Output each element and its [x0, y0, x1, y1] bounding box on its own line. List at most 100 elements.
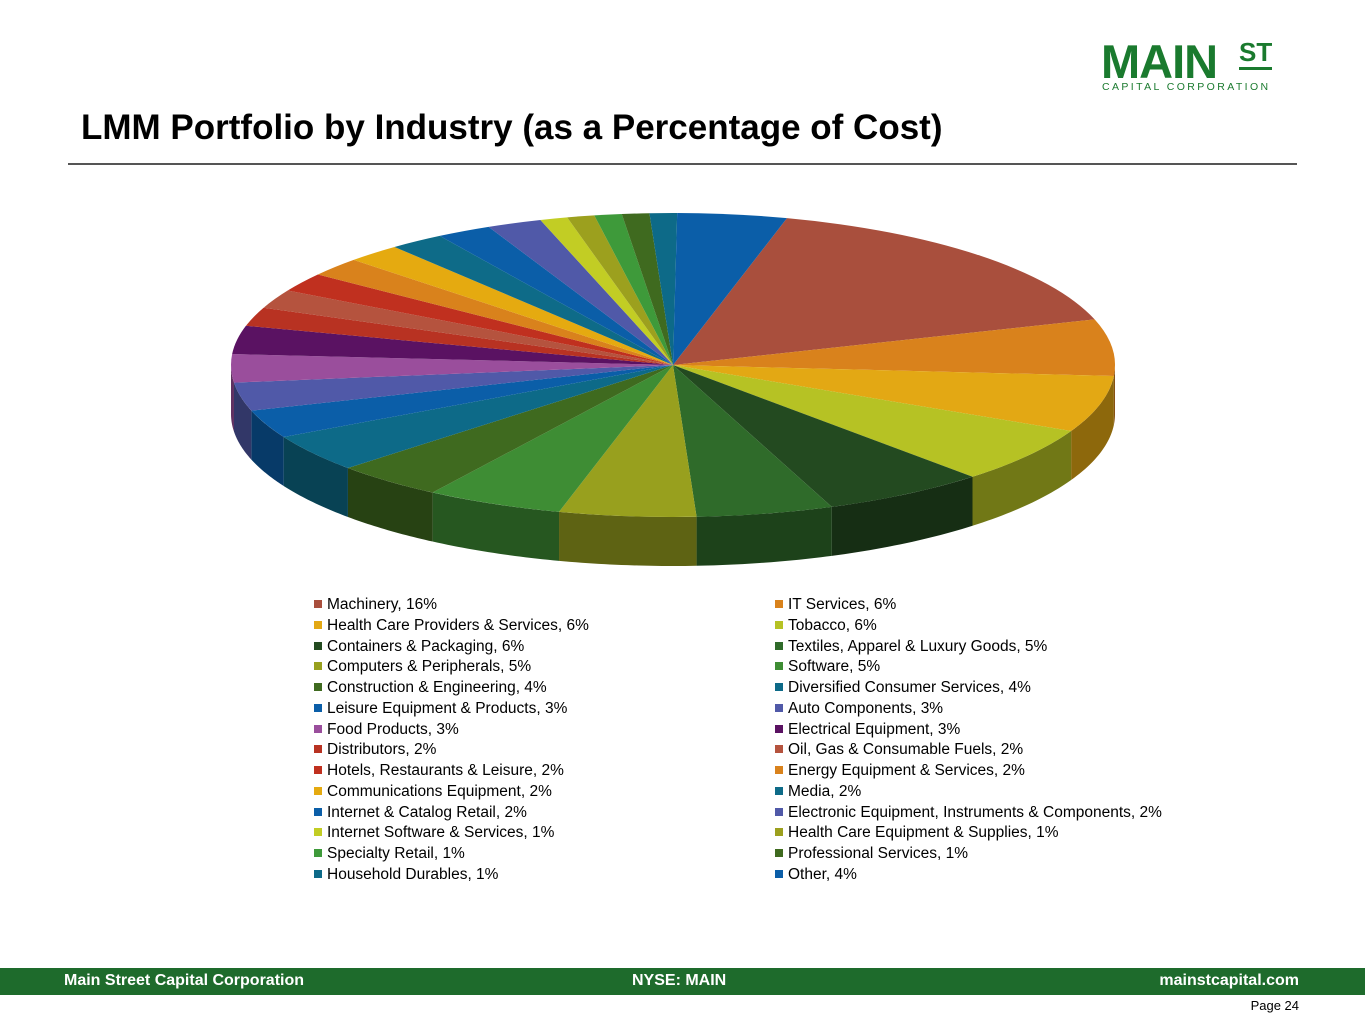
- legend-swatch: [775, 620, 783, 629]
- legend-item: Health Care Equipment & Supplies, 1%: [775, 824, 1059, 842]
- industry-pie-chart: [231, 213, 1115, 566]
- footer-website-link[interactable]: mainstcapital.com: [1159, 972, 1299, 989]
- legend-item: Electronic Equipment, Instruments & Comp…: [775, 804, 1162, 822]
- legend-label: Leisure Equipment & Products, 3%: [327, 699, 568, 717]
- pie-side-3: [972, 431, 1072, 526]
- pie-slice-24: [594, 214, 673, 365]
- legend-item: Energy Equipment & Services, 2%: [775, 762, 1025, 780]
- legend-label: IT Services, 6%: [788, 596, 897, 613]
- legend-label: Distributors, 2%: [327, 741, 437, 759]
- pie-slice-11: [233, 365, 674, 411]
- legend-item: Construction & Engineering, 4%: [314, 679, 547, 697]
- legend-label: Computers & Peripherals, 5%: [327, 658, 532, 676]
- pie-side-5: [696, 506, 832, 566]
- footer-bar: Main Street Capital Corporation NYSE: MA…: [0, 968, 1365, 995]
- legend-swatch: [314, 724, 322, 733]
- legend-label: Electrical Equipment, 3%: [788, 720, 961, 738]
- legend-swatch: [775, 807, 783, 816]
- legend-item: Containers & Packaging, 6%: [314, 638, 524, 656]
- legend-swatch: [314, 766, 322, 774]
- legend-swatch: [314, 620, 322, 629]
- legend-label: Oil, Gas & Consumable Fuels, 2%: [788, 741, 1024, 759]
- pie-slice-4: [673, 365, 973, 507]
- legend-swatch: [775, 724, 783, 733]
- logo-st-text: ST: [1239, 38, 1273, 70]
- legend-label: Food Products, 3%: [327, 720, 459, 738]
- legend-label: Internet Software & Services, 1%: [327, 824, 555, 842]
- legend-swatch: [775, 662, 783, 671]
- footer-ticker: NYSE: MAIN: [632, 972, 727, 989]
- legend-label: Electronic Equipment, Instruments & Comp…: [788, 803, 1162, 821]
- pie-side-2: [1071, 375, 1114, 481]
- legend-item: Diversified Consumer Services, 4%: [775, 679, 1031, 697]
- legend-label: Containers & Packaging, 6%: [327, 637, 525, 655]
- pie-slice-21: [488, 220, 673, 365]
- title-divider: [68, 163, 1297, 165]
- legend-item: Food Products, 3%: [314, 721, 459, 739]
- legend-swatch: [314, 786, 322, 795]
- pie-slice-18: [353, 246, 673, 365]
- legend-swatch: [314, 662, 322, 671]
- legend-label: Machinery, 16%: [327, 596, 437, 613]
- legend-label: Construction & Engineering, 4%: [327, 679, 547, 696]
- pie-slice-3: [673, 365, 1072, 477]
- legend-swatch: [314, 828, 322, 837]
- legend-label: Auto Components, 3%: [788, 699, 944, 717]
- pie-side-10: [251, 410, 284, 486]
- pie-slice-8: [347, 365, 673, 493]
- pie-slice-22: [540, 217, 673, 365]
- pie-slice-2: [673, 365, 1114, 432]
- logo-subtitle: CAPITAL CORPORATION: [1102, 81, 1271, 93]
- legend-item: Health Care Providers & Services, 6%: [314, 617, 589, 635]
- main-street-logo: MAIN ST CAPITAL CORPORATION: [1098, 36, 1280, 96]
- legend-label: Media, 2%: [788, 782, 862, 800]
- legend-item: Internet & Catalog Retail, 2%: [314, 804, 527, 822]
- legend-label: Internet & Catalog Retail, 2%: [327, 803, 527, 821]
- legend-label: Health Care Equipment & Supplies, 1%: [788, 824, 1059, 842]
- legend-item: Professional Services, 1%: [775, 845, 968, 863]
- legend-label: Other, 4%: [788, 865, 857, 883]
- footer-company: Main Street Capital Corporation: [64, 972, 305, 989]
- legend-item: Specialty Retail, 1%: [314, 845, 465, 863]
- legend-swatch: [314, 869, 322, 878]
- pie-side-11: [233, 382, 252, 460]
- legend-item: Distributors, 2%: [314, 741, 436, 759]
- legend-item: Tobacco, 6%: [775, 617, 877, 635]
- legend-swatch: [314, 703, 322, 712]
- legend-label: Professional Services, 1%: [788, 845, 969, 862]
- legend-item: Household Durables, 1%: [314, 866, 498, 884]
- pie-slice-16: [287, 274, 673, 365]
- legend-label: Specialty Retail, 1%: [327, 845, 465, 862]
- legend-swatch: [314, 600, 322, 608]
- legend-swatch: [314, 745, 322, 754]
- legend-item: Communications Equipment, 2%: [314, 783, 552, 801]
- legend-swatch: [314, 683, 322, 691]
- pie-slice-12: [231, 354, 674, 383]
- pie-slice-19: [394, 235, 673, 365]
- pie-side-1: [1113, 365, 1115, 425]
- legend-label: Communications Equipment, 2%: [327, 782, 552, 800]
- pie-slice-0: [673, 218, 1095, 365]
- pie-slice-27: [673, 213, 787, 365]
- legend-swatch: [775, 703, 783, 712]
- legend-swatch: [775, 786, 783, 795]
- legend-swatch: [775, 745, 783, 754]
- pie-side-12: [231, 365, 234, 432]
- legend-item: Machinery, 16%: [314, 596, 437, 614]
- legend-swatch: [775, 641, 783, 650]
- pie-slice-1: [673, 319, 1115, 376]
- legend-item: Hotels, Restaurants & Leisure, 2%: [314, 762, 564, 780]
- logo-main-text: MAIN: [1101, 35, 1218, 88]
- legend-item: Electrical Equipment, 3%: [775, 721, 960, 739]
- pie-slice-25: [621, 213, 673, 365]
- pie-side-7: [432, 492, 560, 561]
- legend-label: Hotels, Restaurants & Leisure, 2%: [327, 762, 564, 779]
- pie-slice-15: [263, 290, 673, 365]
- legend-item: Oil, Gas & Consumable Fuels, 2%: [775, 741, 1023, 759]
- pie-slice-6: [559, 365, 697, 517]
- legend-swatch: [775, 828, 783, 837]
- legend-item: Software, 5%: [775, 658, 880, 676]
- pie-slice-7: [432, 365, 673, 512]
- pie-slice-23: [567, 215, 673, 365]
- legend-swatch: [314, 641, 322, 650]
